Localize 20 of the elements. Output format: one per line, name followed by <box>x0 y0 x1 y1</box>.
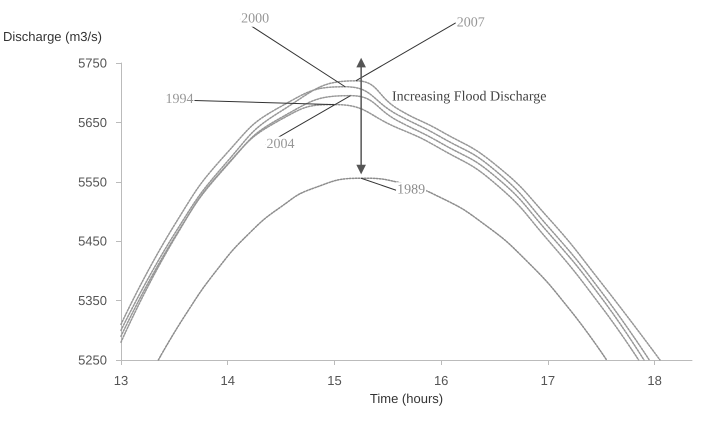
y-tick-label: 5750 <box>78 56 107 70</box>
y-tick-label: 5450 <box>78 234 107 249</box>
x-tick-label: 15 <box>327 373 342 388</box>
text: 1994 <box>165 92 194 108</box>
x-axis-title: Time (hours) <box>370 390 444 406</box>
annotation: Increasing Flood Discharge <box>392 90 546 104</box>
x-tick-label: 16 <box>434 373 448 388</box>
y-tick-label: 5250 <box>78 352 107 368</box>
x-tick-label: 17 <box>540 373 556 388</box>
x-tick-label: 18 <box>647 373 662 388</box>
y-axis-title: Discharge (m3/s) <box>3 29 102 44</box>
y-tick-label: 5550 <box>78 174 107 190</box>
x-tick-label: 14 <box>220 373 235 388</box>
series-label: 1989 <box>397 182 426 198</box>
x-tick-label: 13 <box>114 373 128 388</box>
y-tick-label: 5350 <box>78 293 107 308</box>
text: 2007 <box>456 15 485 30</box>
y-tick-label: 5650 <box>78 114 107 130</box>
series-label: 2004 <box>266 137 294 152</box>
text: 2000 <box>241 11 270 26</box>
